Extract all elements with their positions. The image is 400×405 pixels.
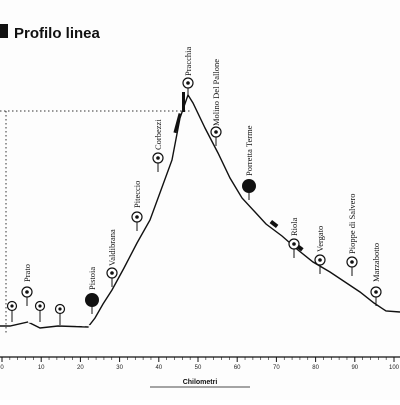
- x-tick-label: 90: [351, 365, 358, 371]
- circle-dot-center: [156, 156, 160, 160]
- tunnel-mark: [173, 113, 182, 134]
- station-label: Riola: [289, 217, 299, 236]
- filled-circle-icon: [242, 179, 256, 193]
- circle-dot-center: [38, 304, 42, 308]
- tunnel-mark: [182, 92, 185, 112]
- station-riola: Riola: [288, 217, 300, 258]
- tunnel-marks: [173, 92, 304, 252]
- station-pistoia: Pistoia: [85, 267, 99, 314]
- x-axis-title: Chilometri: [183, 379, 218, 386]
- station-vergato: Vergato: [314, 226, 326, 274]
- x-tick-label: 30: [116, 365, 123, 371]
- station-molino-del-pallone: Molino Del Pallone: [210, 59, 222, 146]
- x-tick-label: 60: [234, 365, 241, 371]
- x-tick-label: 10: [38, 365, 45, 371]
- circle-dot-center: [374, 290, 378, 294]
- circle-dot-center: [110, 271, 114, 275]
- x-tick-label: 20: [77, 365, 84, 371]
- station-label: Pistoia: [87, 267, 97, 290]
- circle-dot-center: [186, 81, 190, 85]
- station-markers: Prato Pistoia Valdibrana Piteccio Corbezzi Pr…: [6, 47, 382, 325]
- station-label: Molino Del Pallone: [211, 59, 221, 126]
- page-title: Profilo linea: [14, 25, 101, 42]
- x-tick-label: 80: [312, 365, 319, 371]
- station-label: Vergato: [315, 226, 325, 252]
- station-prato: Prato: [21, 264, 33, 306]
- station-valdibrana: Valdibrana: [106, 229, 118, 287]
- circle-dot-center: [350, 260, 354, 264]
- station-porretta-terme: Porretta Terme: [242, 125, 256, 200]
- station-pracchia: Pracchia: [182, 47, 194, 97]
- station-label: Corbezzi: [153, 119, 163, 150]
- circle-dot-center: [58, 307, 62, 311]
- station-label: Prato: [22, 264, 32, 282]
- circle-dot-center: [10, 304, 14, 308]
- station-marzabotto: Marzabotto: [370, 243, 382, 306]
- x-tick-label: 70: [273, 365, 280, 371]
- circle-dot-center: [135, 215, 139, 219]
- title-marker: [0, 24, 8, 38]
- station-label: Piteccio: [132, 181, 142, 208]
- x-tick-label: 50: [195, 365, 202, 371]
- circle-dot-center: [318, 258, 322, 262]
- station-pioppe-di-salvero: Pioppe di Salvero: [346, 194, 358, 276]
- station-corbezzi: Corbezzi: [152, 119, 164, 172]
- circle-dot-center: [25, 290, 29, 294]
- x-tick-label: 100: [389, 365, 400, 371]
- x-tick-label: 0: [0, 365, 4, 371]
- circle-dot-center: [292, 242, 296, 246]
- station-label: Valdibrana: [107, 229, 117, 266]
- x-tick-label: 40: [155, 365, 162, 371]
- station-label: Porretta Terme: [244, 125, 254, 176]
- station-piteccio: Piteccio: [131, 181, 143, 231]
- station-label: Marzabotto: [371, 243, 381, 282]
- station-label: Pracchia: [183, 47, 193, 76]
- filled-circle-icon: [85, 293, 99, 307]
- station-label: Pioppe di Salvero: [347, 194, 357, 254]
- tunnel-mark: [269, 219, 279, 229]
- circle-dot-center: [214, 130, 218, 134]
- x-axis-ticks: 0 10 20 30 40 50 60 70 80 90 100: [0, 357, 400, 371]
